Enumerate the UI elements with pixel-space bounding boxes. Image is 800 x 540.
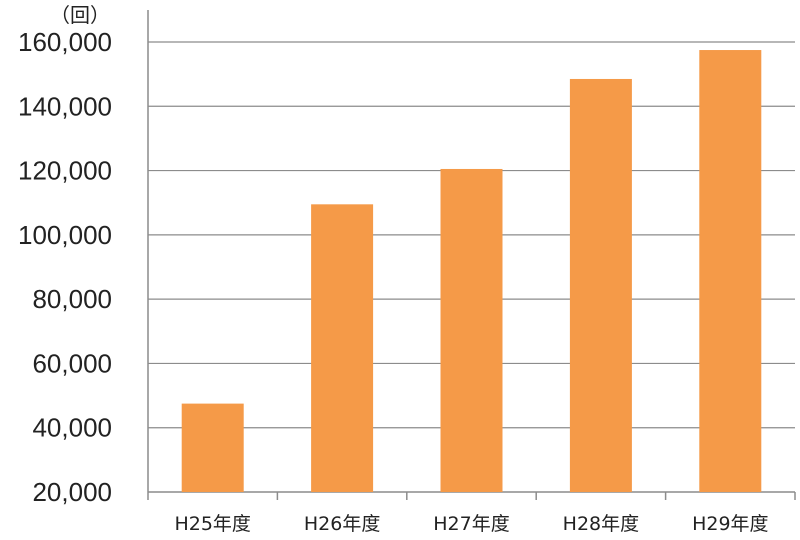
x-tick-label: H26年度: [304, 513, 380, 535]
bar: [699, 50, 762, 493]
x-tick-label: H29年度: [692, 513, 768, 535]
y-tick-label: 120,000: [18, 156, 112, 186]
y-tick-label: 80,000: [32, 284, 112, 314]
y-unit-label: （回）: [50, 3, 110, 27]
x-tick-label: H28年度: [563, 513, 639, 535]
x-tick-label: H25年度: [174, 513, 250, 535]
bar: [440, 168, 503, 492]
x-tick-label: H27年度: [433, 513, 509, 535]
bars: [181, 50, 762, 493]
x-tick-labels: H25年度 H26年度 H27年度 H28年度 H29年度: [174, 513, 768, 535]
bar: [181, 403, 244, 492]
y-tick-label: 40,000: [32, 413, 112, 443]
y-tick-label: 100,000: [18, 220, 112, 250]
y-tick-label: 160,000: [18, 27, 112, 57]
y-tick-label: 20,000: [32, 477, 112, 507]
y-tick-label: 60,000: [32, 348, 112, 378]
bar: [569, 78, 632, 492]
y-tick-labels: 20,000 40,000 60,000 80,000 100,000 120,000 14…: [18, 27, 112, 507]
bar: [311, 204, 374, 493]
y-tick-label: 140,000: [18, 91, 112, 121]
